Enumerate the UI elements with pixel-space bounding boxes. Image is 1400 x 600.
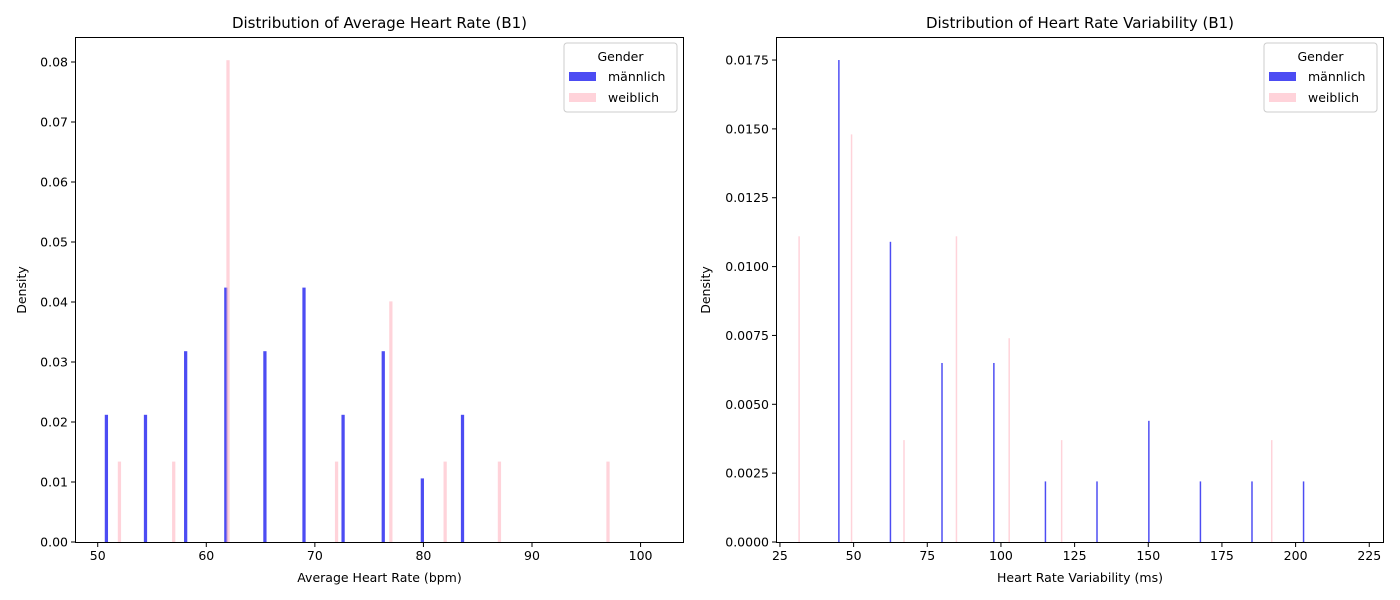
- bar-maennlich: [993, 362, 995, 542]
- bar-maennlich: [381, 351, 385, 542]
- legend-label-weiblich: weiblich: [608, 90, 659, 105]
- y-axis-label: Density: [698, 266, 713, 314]
- bar-maennlich: [1251, 481, 1253, 542]
- legend-title: Gender: [1297, 49, 1344, 64]
- bar-maennlich: [184, 351, 188, 542]
- y-tick-label: 0.0025: [725, 466, 769, 481]
- bar-weiblich: [606, 461, 610, 542]
- legend-label-maennlich: männlich: [1308, 69, 1365, 84]
- bars-group: [798, 60, 1305, 543]
- chart-heart-rate-variability: Distribution of Heart Rate Variability (…: [698, 14, 1384, 585]
- bar-weiblich: [1060, 440, 1063, 542]
- y-tick-label: 0.02: [40, 415, 68, 430]
- bar-maennlich: [889, 241, 892, 542]
- bar-maennlich: [263, 351, 267, 542]
- legend-title: Gender: [597, 49, 644, 64]
- x-tick-label: 25: [772, 548, 788, 563]
- bar-maennlich: [302, 287, 306, 542]
- y-ticks: 0.0000 0.0025 0.0050 0.0075 0.0100 0.0125 0.01…: [725, 53, 777, 550]
- x-tick-label: 125: [1063, 548, 1087, 563]
- bar-weiblich: [443, 461, 447, 542]
- legend: Gender männlich weiblich: [1263, 42, 1378, 113]
- bar-maennlich: [224, 287, 228, 542]
- bar-maennlich: [838, 60, 840, 543]
- y-axis-label: Density: [14, 266, 29, 314]
- legend-swatch-maennlich: [569, 72, 596, 81]
- y-tick-label: 0.05: [40, 235, 68, 250]
- x-tick-label: 225: [1357, 548, 1381, 563]
- bar-maennlich: [1096, 481, 1098, 542]
- legend-swatch-maennlich: [1269, 72, 1296, 81]
- x-tick-label: 100: [989, 548, 1013, 563]
- chart-title: Distribution of Average Heart Rate (B1): [232, 14, 527, 32]
- x-tick-label: 70: [307, 548, 323, 563]
- bar-weiblich: [334, 461, 339, 542]
- y-ticks: 0.00 0.01 0.02 0.03 0.04 0.05 0.06 0.07 0.08: [40, 55, 76, 550]
- legend-label-weiblich: weiblich: [1308, 90, 1359, 105]
- bar-maennlich: [420, 478, 424, 542]
- y-tick-label: 0.0100: [725, 259, 769, 274]
- bar-weiblich: [903, 440, 905, 542]
- y-tick-label: 0.00: [40, 535, 68, 550]
- legend: Gender männlich weiblich: [563, 42, 678, 113]
- x-axis-label: Average Heart Rate (bpm): [297, 570, 462, 585]
- y-tick-label: 0.08: [40, 55, 68, 70]
- bar-maennlich: [1044, 481, 1047, 542]
- x-tick-label: 60: [198, 548, 214, 563]
- y-tick-label: 0.0150: [725, 121, 769, 136]
- bar-maennlich: [460, 414, 465, 542]
- x-tick-label: 80: [415, 548, 431, 563]
- y-tick-label: 0.0175: [725, 53, 769, 68]
- y-tick-label: 0.0050: [725, 397, 769, 412]
- bar-weiblich: [798, 236, 800, 542]
- bar-weiblich: [172, 461, 176, 542]
- x-tick-label: 100: [629, 548, 653, 563]
- bar-maennlich: [104, 414, 109, 542]
- y-tick-label: 0.0000: [725, 535, 769, 550]
- bar-weiblich: [226, 60, 230, 542]
- bar-maennlich: [1302, 481, 1305, 542]
- y-tick-label: 0.06: [40, 175, 68, 190]
- y-tick-label: 0.0075: [725, 328, 769, 343]
- bar-weiblich: [1270, 440, 1273, 542]
- x-tick-label: 90: [524, 548, 540, 563]
- x-ticks: 25 50 75 100 125 150 175 200 225: [772, 542, 1381, 563]
- bar-maennlich: [143, 414, 148, 542]
- x-tick-label: 75: [919, 548, 935, 563]
- y-tick-label: 0.01: [40, 475, 68, 490]
- chart-title: Distribution of Heart Rate Variability (…: [926, 14, 1234, 32]
- legend-label-maennlich: männlich: [608, 69, 665, 84]
- bar-weiblich: [497, 461, 502, 542]
- bar-weiblich: [117, 461, 122, 542]
- x-tick-label: 175: [1210, 548, 1234, 563]
- legend-swatch-weiblich: [569, 93, 596, 102]
- bar-maennlich: [1148, 420, 1150, 542]
- bar-weiblich: [955, 236, 958, 542]
- x-tick-label: 200: [1284, 548, 1308, 563]
- bar-weiblich: [1008, 338, 1010, 542]
- legend-swatch-weiblich: [1269, 93, 1296, 102]
- y-tick-label: 0.07: [40, 115, 68, 130]
- bars-group: [104, 60, 610, 542]
- x-axis-label: Heart Rate Variability (ms): [997, 570, 1163, 585]
- x-tick-label: 50: [90, 548, 106, 563]
- bar-maennlich: [341, 414, 345, 542]
- y-tick-label: 0.0125: [725, 190, 769, 205]
- y-tick-label: 0.04: [40, 295, 68, 310]
- chart-average-heart-rate: Distribution of Average Heart Rate (B1) …: [14, 14, 684, 585]
- bar-maennlich: [1199, 481, 1202, 542]
- x-tick-label: 50: [846, 548, 862, 563]
- x-ticks: 50 60 70 80 90 100: [90, 542, 653, 563]
- y-tick-label: 0.03: [40, 355, 68, 370]
- plot-frame: [75, 37, 684, 543]
- x-tick-label: 150: [1136, 548, 1160, 563]
- bar-weiblich: [850, 134, 853, 543]
- plot-frame: [776, 37, 1384, 543]
- bar-weiblich: [389, 301, 393, 542]
- bar-maennlich: [941, 362, 943, 542]
